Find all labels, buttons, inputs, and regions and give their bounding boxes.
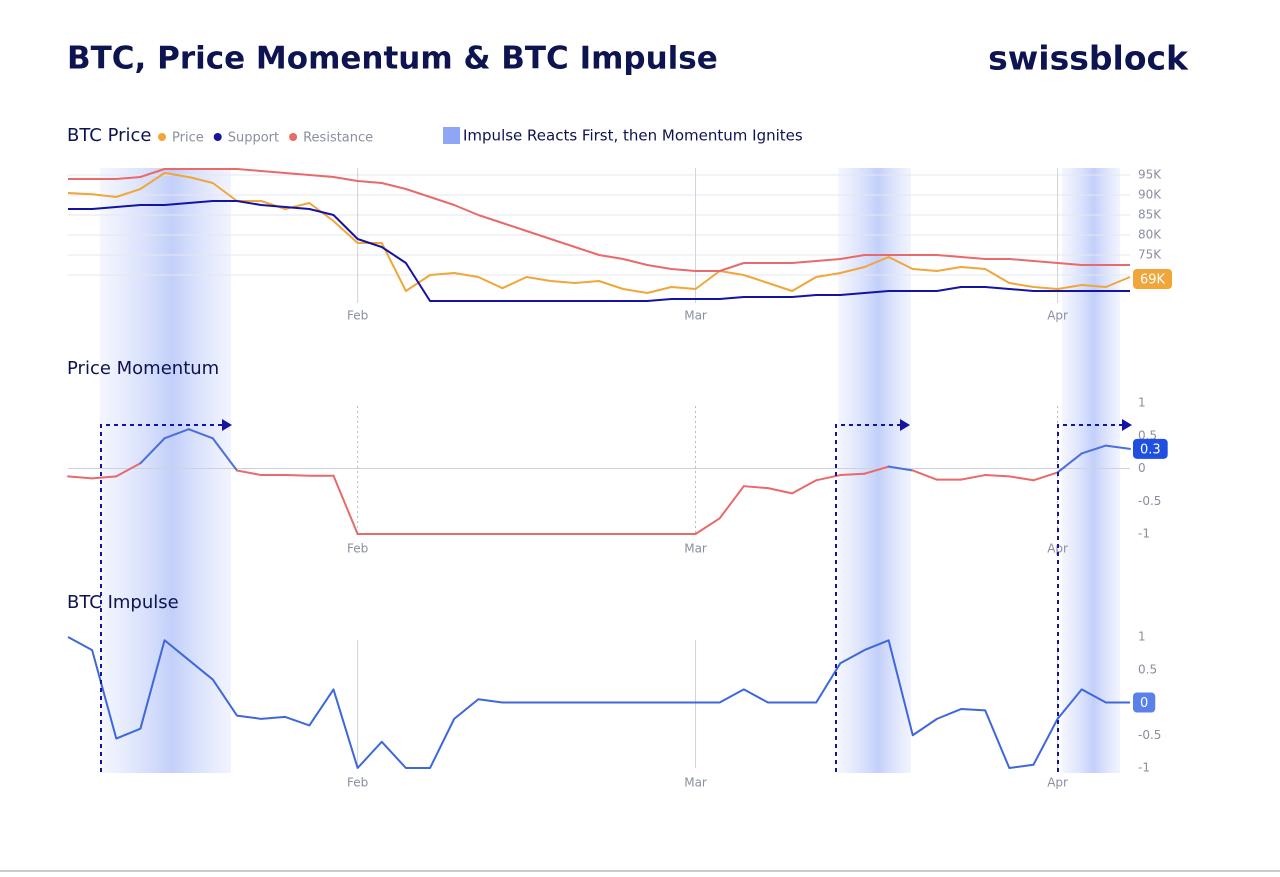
legend-dot — [289, 133, 298, 141]
series-line-segment — [211, 437, 238, 472]
y-tick-label: 75K — [1138, 248, 1162, 262]
y-tick-label: 0 — [1138, 461, 1146, 475]
page-title: BTC, Price Momentum & BTC Impulse — [67, 41, 718, 77]
arrow-head — [900, 419, 910, 431]
series-line-segment — [235, 469, 263, 477]
x-tick-label: Mar — [684, 542, 707, 556]
series-line-segment — [960, 474, 987, 481]
y-tick-label: -1 — [1138, 761, 1150, 775]
series-line-segment — [791, 479, 818, 495]
x-tick-label: Mar — [684, 776, 707, 790]
panel-title: Price Momentum — [67, 358, 219, 379]
series-line-segment — [67, 475, 94, 480]
x-tick-label: Apr — [1047, 776, 1068, 790]
series-line-segment — [139, 437, 166, 465]
series-line-segment — [1008, 475, 1035, 482]
panel: BTC Price95K90K85K80K75K70KFebMarAprPric… — [67, 125, 1162, 323]
series-line-segment — [115, 462, 142, 478]
series-line-segment — [766, 487, 794, 495]
series-line-segment — [911, 469, 938, 481]
y-tick-label: 95K — [1138, 168, 1162, 182]
arrows — [100, 424, 1122, 772]
x-tick-label: Mar — [684, 309, 707, 323]
y-tick-label: -0.5 — [1138, 494, 1161, 508]
highlight-bands — [100, 168, 1120, 773]
legend-label: Support — [228, 131, 279, 146]
current-value-label: 69K — [1140, 273, 1166, 288]
x-tick-label: Feb — [347, 309, 368, 323]
current-value-badge — [1133, 692, 1156, 713]
series-line — [68, 168, 1130, 272]
legend-label: Price — [172, 131, 204, 146]
series-line-segment — [1080, 444, 1107, 455]
x-tick-label: Feb — [347, 542, 368, 556]
highlight-band — [1062, 168, 1120, 773]
y-tick-label: -0.5 — [1138, 728, 1161, 742]
series-line-segment — [187, 428, 214, 440]
x-tick-label: Feb — [347, 776, 368, 790]
series-line-segment — [839, 472, 866, 477]
y-tick-label: 0.5 — [1138, 662, 1157, 676]
arrow — [1057, 424, 1122, 772]
series-line-segment — [1104, 444, 1131, 450]
x-tick-label: Apr — [1047, 309, 1068, 323]
legend-label: Resistance — [303, 131, 373, 146]
y-tick-label: 0.5 — [1138, 428, 1157, 442]
legend-dot — [213, 133, 222, 141]
series-line-segment — [1032, 471, 1059, 482]
series-line-segment — [863, 465, 890, 475]
current-value-badge — [1133, 269, 1173, 289]
arrow-heads — [222, 419, 1132, 431]
legend-dot — [158, 133, 166, 141]
brand: swissblock — [988, 39, 1189, 78]
y-tick-label: 90K — [1138, 188, 1162, 202]
panel-title: BTC Impulse — [67, 592, 179, 613]
series-line-segment — [163, 428, 190, 440]
series-line — [68, 200, 1130, 302]
series-line-segment — [332, 474, 359, 535]
arrow-head — [222, 419, 232, 431]
series-line-segment — [91, 475, 118, 480]
y-tick-label: 1 — [1138, 396, 1146, 410]
highlight-label: Impulse Reacts First, then Momentum Igni… — [463, 127, 803, 145]
series-line-segment — [284, 474, 311, 477]
highlight-band — [100, 168, 231, 773]
series-line — [67, 172, 1131, 294]
y-tick-label: 1 — [1138, 630, 1146, 644]
series-line-segment — [742, 485, 769, 490]
y-tick-label: -1 — [1138, 527, 1150, 541]
series-line — [67, 636, 1130, 769]
panel: Price Momentum 1 0.5 0 -0.5 -1 Feb Mar Apr — [67, 358, 1161, 556]
panel: BTC Impulse 1 0.5 0 -0.5 -1 Feb Mar Apr — [67, 592, 1161, 790]
series-line-segment — [718, 485, 745, 520]
current-value-label: 0.3 — [1140, 442, 1161, 457]
series-line-segment — [1056, 452, 1083, 474]
arrow — [100, 424, 222, 772]
series-line-segment — [984, 474, 1011, 478]
series-line-segment — [887, 465, 914, 472]
current-value-badge — [1133, 438, 1168, 459]
series-line-segment — [694, 517, 721, 535]
arrow-head — [1122, 419, 1132, 431]
highlight-swatch — [443, 127, 460, 144]
current-value-label: 0 — [1140, 696, 1148, 711]
panel-title: BTC Price — [67, 125, 152, 146]
y-tick-label: 85K — [1138, 208, 1162, 222]
x-tick-label: Apr — [1047, 542, 1068, 556]
arrow — [835, 424, 902, 772]
y-tick-label: 80K — [1138, 228, 1162, 242]
